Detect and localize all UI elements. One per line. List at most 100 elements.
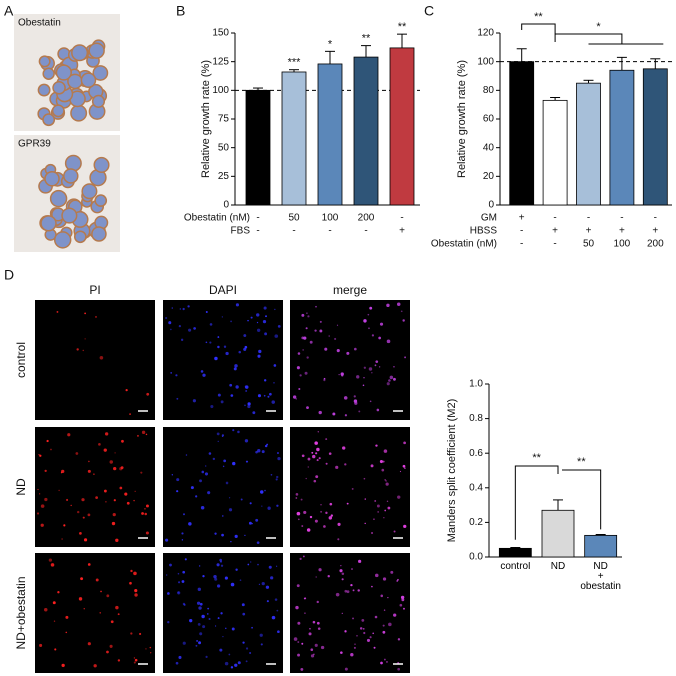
- panel-letter: A: [4, 3, 14, 19]
- signal-dot: [316, 621, 320, 625]
- signal-dot: [87, 563, 91, 566]
- fluorescence-image: [163, 553, 283, 673]
- signal-dot: [230, 540, 232, 543]
- signal-dot: [70, 504, 72, 507]
- signal-dot: [198, 641, 202, 645]
- cell: [40, 215, 57, 232]
- signal-dot: [277, 325, 281, 328]
- signal-dot: [300, 498, 303, 501]
- signal-dot: [114, 452, 116, 454]
- bracket: [514, 465, 559, 540]
- signal-dot: [95, 578, 99, 582]
- signal-dot: [141, 512, 144, 515]
- signal-dot: [38, 453, 40, 456]
- signal-dot: [277, 457, 281, 461]
- signal-dot: [197, 623, 201, 626]
- signal-dot: [133, 499, 135, 502]
- cell: [44, 170, 60, 187]
- signal-dot: [378, 366, 381, 368]
- signal-dot: [263, 394, 266, 397]
- signal-dot: [245, 660, 248, 663]
- signal-dot: [308, 632, 312, 636]
- condition-name: GM: [481, 213, 497, 224]
- signal-dot: [78, 597, 83, 601]
- panel-letter: B: [176, 3, 185, 19]
- signal-dot: [317, 627, 321, 630]
- signal-dot: [202, 625, 206, 629]
- signal-dot: [271, 400, 275, 404]
- signal-dot: [341, 578, 344, 581]
- y-tick-label: 0: [488, 200, 494, 211]
- signal-dot: [368, 367, 373, 371]
- signal-dot: [381, 468, 385, 472]
- bar: [353, 56, 379, 206]
- signal-dot: [274, 308, 276, 311]
- signal-dot: [340, 372, 344, 376]
- signal-dot: [124, 492, 128, 496]
- signal-dot: [146, 392, 150, 396]
- column-header: DAPI: [209, 283, 237, 297]
- signal-dot: [356, 635, 358, 637]
- signal-dot: [177, 572, 180, 575]
- signal-dot: [382, 460, 385, 463]
- signal-dot: [209, 323, 213, 326]
- signal-dot: [337, 538, 340, 541]
- signal-dot: [350, 653, 354, 657]
- signal-dot: [261, 582, 265, 586]
- signal-dot: [265, 585, 270, 589]
- signal-dot: [266, 600, 269, 603]
- signal-dot: [221, 533, 224, 537]
- signal-dot: [176, 397, 179, 400]
- signal-dot: [224, 661, 229, 666]
- signal-dot: [145, 504, 149, 508]
- condition-name: FBS: [231, 226, 251, 237]
- condition-value: 100: [614, 239, 631, 250]
- signal-dot: [258, 583, 261, 585]
- signal-dot: [400, 310, 403, 313]
- cell: [91, 226, 107, 242]
- bar: [498, 547, 532, 558]
- signal-dot: [61, 469, 65, 473]
- signal-dot: [344, 589, 348, 593]
- signal-dot: [200, 370, 204, 373]
- signal-dot: [314, 441, 318, 445]
- signal-dot: [295, 605, 299, 610]
- row-label: ND+obestatin: [14, 576, 28, 649]
- condition-value: -: [654, 213, 657, 224]
- signal-dot: [373, 646, 376, 649]
- signal-dot: [257, 449, 261, 453]
- signal-dot: [374, 364, 377, 367]
- y-tick-label: 20: [483, 171, 495, 182]
- signal-dot: [304, 612, 306, 614]
- signal-dot: [119, 486, 123, 490]
- signal-dot: [129, 413, 131, 415]
- signal-dot: [344, 414, 348, 417]
- signal-dot: [301, 642, 304, 645]
- signal-dot: [316, 600, 319, 604]
- signal-dot: [149, 646, 152, 649]
- condition-value: 200: [358, 213, 375, 224]
- y-tick-label: 50: [218, 142, 230, 153]
- signal-dot: [304, 371, 308, 375]
- signal-dot: [225, 481, 229, 485]
- signal-dot: [270, 473, 273, 476]
- signal-dot: [317, 431, 319, 433]
- signal-dot: [387, 506, 391, 510]
- signal-dot: [315, 452, 318, 455]
- signal-dot: [121, 439, 124, 443]
- signal-dot: [301, 313, 305, 317]
- signal-dot: [404, 467, 406, 469]
- signal-dot: [37, 488, 39, 491]
- y-axis-label: Relative growth rate (%): [456, 60, 468, 178]
- cell: [93, 156, 110, 174]
- signal-dot: [297, 641, 300, 644]
- signal-dot: [397, 495, 401, 499]
- significance-label: **: [362, 33, 371, 45]
- signal-dot: [57, 591, 60, 594]
- y-tick-label: 0: [223, 200, 229, 211]
- signal-dot: [257, 354, 261, 358]
- signal-dot: [63, 524, 66, 527]
- signal-dot: [125, 388, 128, 392]
- signal-dot: [393, 530, 396, 533]
